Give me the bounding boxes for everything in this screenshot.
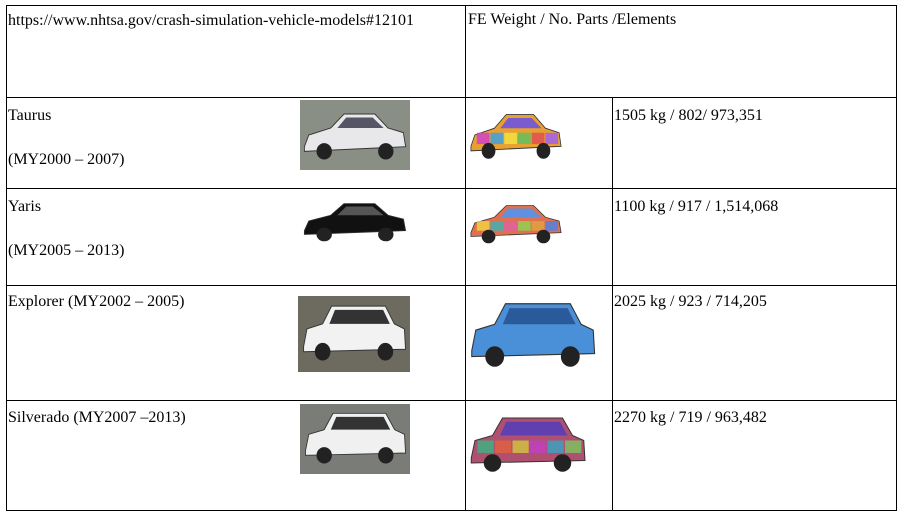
car-body [303,113,407,152]
vehicle-name: Yaris [8,198,42,215]
mesh-part [504,132,517,145]
wheel [378,227,394,242]
car-window [330,416,391,430]
border [465,5,466,511]
wheel [378,447,394,464]
fe-model [470,114,562,159]
vehicle-name: Taurus [8,107,52,124]
source-url: https://www.nhtsa.gov/crash-simulation-v… [8,12,415,29]
mesh-part [476,221,490,231]
car-window [500,421,568,436]
wheel [377,342,394,361]
car-window [337,117,384,128]
mesh-part [531,132,545,145]
vehicle-spec: 2270 kg / 719 / 963,482 [614,409,767,426]
fe-model [471,303,596,367]
vehicle-photo [300,100,410,170]
vehicle-spec: 1100 kg / 917 / 1,514,068 [614,198,779,215]
wheel [553,454,572,472]
vehicle-name: Explorer (MY2002 – 2005) [8,293,185,310]
wheel [536,142,551,159]
wheel [536,229,551,244]
car-window [500,118,542,129]
mesh-part [517,221,531,231]
fe-model [470,205,562,244]
wheel [316,447,332,464]
wheel [316,143,332,160]
vehicle-spec: 1505 kg / 802/ 973,351 [614,107,763,124]
vehicle-spec: 2025 kg / 923 / 714,205 [614,293,767,310]
mesh-part [565,440,582,453]
wheel [483,454,502,472]
border [6,5,897,6]
car-window [502,308,576,325]
mesh-part [545,221,559,231]
wheel [560,346,580,367]
car-window [329,309,390,324]
border [6,5,7,511]
mesh-part [504,221,517,231]
car-window [337,206,384,216]
border [896,5,897,511]
wheel [378,143,394,160]
vehicle-name: Silverado (MY2007 –2013) [8,409,186,426]
border [6,188,897,189]
mesh-part [517,132,531,145]
mesh-part [476,132,490,145]
mesh-part [512,440,529,453]
car-window [500,208,542,218]
border [6,400,897,401]
mesh-part [477,440,494,453]
mesh-part [490,221,504,231]
column-header: FE Weight / No. Parts /Elements [468,11,677,28]
wheel [481,142,496,159]
border [6,510,897,511]
wheel [314,342,331,361]
model-years: (MY2005 – 2013) [8,242,125,259]
mesh-part [490,132,504,145]
fe-model [470,417,586,472]
mesh-part [495,440,512,453]
wheel [485,346,505,367]
mesh-part [545,132,559,145]
border [6,285,897,286]
wheel [481,229,496,244]
vehicle-photo [298,296,410,372]
mesh-part [530,440,547,453]
vehicle-photo [303,203,407,242]
mesh-part [531,221,545,231]
car-body [303,203,407,235]
border [6,97,897,98]
border [612,97,613,511]
wheel [316,227,332,242]
mesh-part [547,440,564,453]
model-years: (MY2000 – 2007) [8,151,125,168]
vehicle-photo [300,404,410,474]
